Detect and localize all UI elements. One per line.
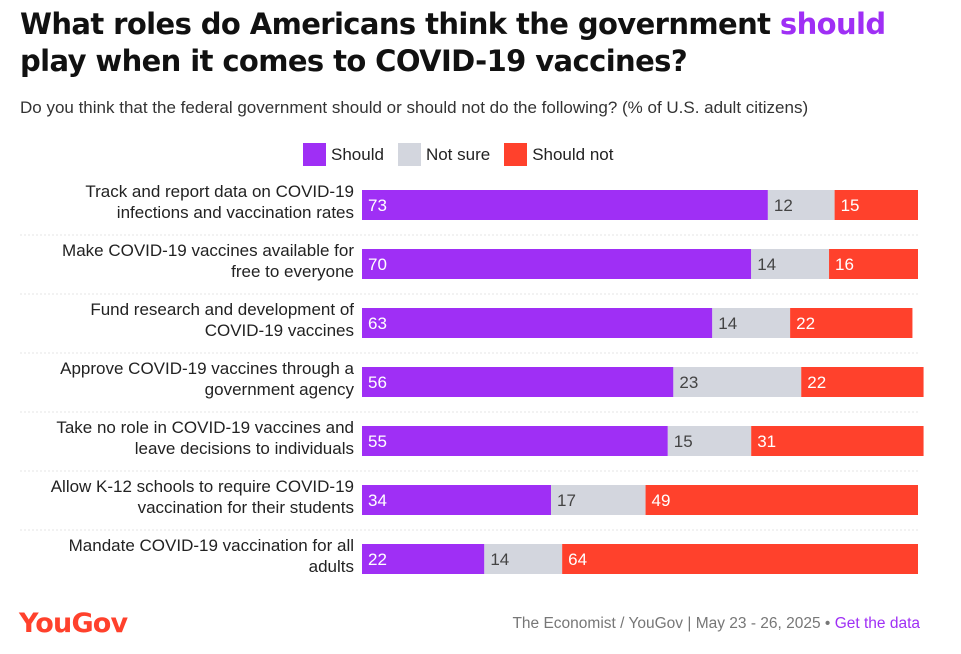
category-label-line: adults [309,557,354,576]
category-label: Allow K-12 schools to require COVID-19 va… [51,477,354,517]
value-label-should: 63 [368,314,387,333]
category-label-line: Mandate COVID-19 vaccination for all [69,536,354,555]
bar-should-not [829,249,918,279]
legend-label-not-sure: Not sure [425,144,491,164]
value-label-should: 56 [368,373,387,392]
bar-not-sure [712,308,791,338]
value-label-not-sure: 15 [674,432,693,451]
legend-swatch-should [303,143,326,166]
chart-subtitle: Do you think that the federal government… [20,98,809,117]
value-label-not-sure: 14 [718,314,737,333]
bar-should-not [801,367,924,397]
legend: Should Not sure Should not [303,143,627,166]
value-label-should-not: 64 [568,550,587,569]
category-label: Fund research and development of COVID-19… [90,300,354,340]
legend-swatch-should-not [504,143,528,166]
bar-not-sure [673,367,802,397]
value-label-should: 34 [368,491,387,510]
value-label-should: 70 [368,255,387,274]
bar-should-not [562,544,918,574]
value-label-should-not: 31 [757,432,776,451]
bar-should [362,190,768,220]
bar-should-not [751,426,924,456]
bar-not-sure [551,485,646,515]
legend-item-should: Should [303,143,384,166]
bar-should-not [834,190,918,220]
category-label-line: Approve COVID-19 vaccines through a [60,359,354,378]
title-highlight: should [779,7,886,41]
category-label-line: COVID-19 vaccines [205,321,354,340]
footer-source: The Economist / YouGov | May 23 - 26, 20… [512,615,920,633]
category-label: Track and report data on COVID-19 infecti… [85,182,354,222]
bar-not-sure [667,426,752,456]
category-label-line: Allow K-12 schools to require COVID-19 [51,477,354,496]
value-label-not-sure: 14 [757,255,776,274]
value-label-should: 55 [368,432,387,451]
category-label-line: Fund research and development of [90,300,354,319]
value-label-should: 73 [368,196,387,215]
category-label-line: vaccination for their students [138,498,354,517]
value-label-not-sure: 23 [679,373,698,392]
title-part-2: play when it comes to COVID-19 vaccines? [20,44,688,78]
bar-should-not [645,485,918,515]
bar-should-not [790,308,913,338]
category-label: Take no role in COVID-19 vaccines and lea… [56,418,354,458]
legend-label-should-not: Should not [532,144,614,164]
bar-should [362,544,485,574]
category-label-line: Make COVID-19 vaccines available for [62,241,354,260]
value-label-should-not: 16 [835,255,854,274]
source-text: The Economist / YouGov | May 23 - 26, 20… [512,615,831,632]
category-label: Make COVID-19 vaccines available for free… [62,241,354,281]
value-label-should: 22 [368,550,387,569]
bar-not-sure [484,544,563,574]
get-the-data-link[interactable]: Get the data [834,615,920,632]
value-label-not-sure: 12 [774,196,793,215]
category-label: Approve COVID-19 vaccines through a gover… [60,359,354,399]
category-label-line: Track and report data on COVID-19 [85,182,354,201]
category-label: Mandate COVID-19 vaccination for all adul… [69,536,354,576]
value-label-should-not: 22 [796,314,815,333]
bar-should [362,485,552,515]
value-label-not-sure: 14 [490,550,509,569]
value-label-should-not: 15 [841,196,860,215]
chart-title: What roles do Americans think the govern… [20,6,940,80]
bar-should [362,426,668,456]
legend-item-not-sure: Not sure [397,143,491,166]
legend-item-should-not: Should not [504,143,613,166]
title-part-1: What roles do Americans think the govern… [20,7,780,41]
value-label-should-not: 49 [652,491,671,510]
bar-should [362,367,674,397]
category-label-line: government agency [205,380,355,399]
legend-swatch-not-sure [397,143,421,166]
bar-not-sure [751,249,830,279]
bar-should [362,308,713,338]
bar-should [362,249,752,279]
category-label-line: leave decisions to individuals [135,439,354,458]
bar-not-sure [767,190,835,220]
category-label-line: free to everyone [231,262,354,281]
value-label-should-not: 22 [807,373,826,392]
value-label-not-sure: 17 [557,491,576,510]
category-label-line: Take no role in COVID-19 vaccines and [56,418,354,437]
category-label-line: infections and vaccination rates [117,203,354,222]
yougov-logo: YouGov [19,608,128,639]
legend-label-should: Should [331,144,384,164]
